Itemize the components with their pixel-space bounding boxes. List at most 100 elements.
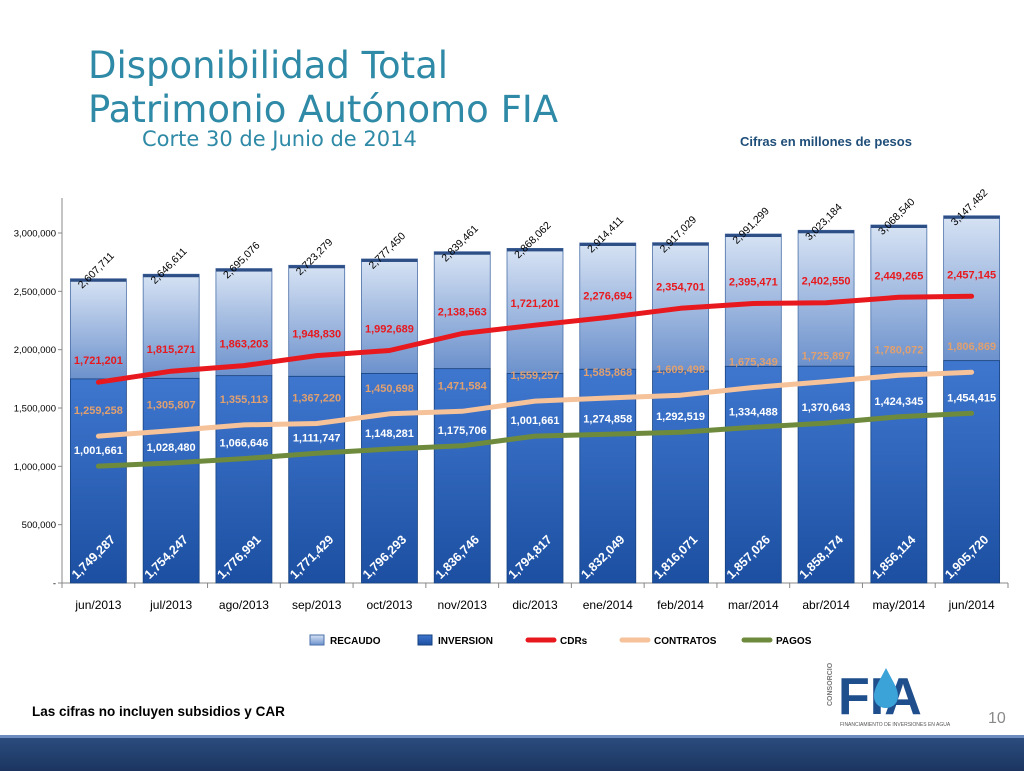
bar-recaudo bbox=[361, 258, 418, 374]
fia-logo: CONSORCIO FIA FINANCIAMIENTO DE INVERSIO… bbox=[827, 662, 951, 728]
pagos-label: 1,292,519 bbox=[656, 411, 705, 423]
cdrs-label: 1,863,203 bbox=[219, 339, 268, 351]
x-tick-label: ene/2014 bbox=[583, 598, 633, 612]
bar-top-edge bbox=[507, 248, 563, 252]
bar-inversion bbox=[797, 365, 855, 584]
contratos-label: 1,585,868 bbox=[583, 367, 632, 379]
contratos-label: 1,780,072 bbox=[874, 344, 923, 356]
contratos-label: 1,259,258 bbox=[74, 405, 123, 417]
y-tick-label: 1,500,000 bbox=[14, 404, 56, 415]
pagos-label: 1,424,345 bbox=[874, 396, 923, 408]
bar-inversion bbox=[288, 375, 346, 584]
cdrs-label: 1,992,689 bbox=[365, 324, 414, 336]
line-pagos bbox=[95, 410, 975, 469]
logo-vertical-text: CONSORCIO bbox=[827, 662, 834, 706]
x-tick-label: jul/2013 bbox=[149, 598, 192, 612]
x-tick-label: may/2014 bbox=[872, 598, 925, 612]
x-tick-label: jun/2013 bbox=[74, 598, 121, 612]
cdrs-label: 1,815,271 bbox=[147, 344, 196, 356]
bar-inversion bbox=[870, 366, 928, 584]
x-tick-label: nov/2013 bbox=[438, 598, 488, 612]
bar-recaudo bbox=[69, 278, 127, 380]
bar-inversion bbox=[506, 373, 564, 584]
contratos-label: 1,450,698 bbox=[365, 383, 414, 395]
x-tick-label: feb/2014 bbox=[657, 598, 704, 612]
legend-label-contratos: CONTRATOS bbox=[654, 636, 717, 647]
pagos-label: 1,001,661 bbox=[511, 415, 560, 427]
bar-inversion bbox=[215, 375, 273, 584]
y-tick-label: 2,500,000 bbox=[14, 287, 56, 298]
contratos-label: 1,305,807 bbox=[147, 400, 196, 412]
cdrs-label: 2,449,265 bbox=[874, 270, 923, 282]
bar-inversion bbox=[943, 360, 1001, 584]
bar-top-edge bbox=[215, 268, 272, 272]
bar-top-edge bbox=[943, 215, 1000, 219]
bar-recaudo bbox=[579, 242, 637, 370]
footnote: Las cifras no incluyen subsidios y CAR bbox=[32, 704, 285, 719]
cdrs-label: 1,948,830 bbox=[292, 329, 341, 341]
contratos-label: 1,609,498 bbox=[656, 364, 705, 376]
bar-top-edge bbox=[434, 251, 491, 255]
bar-recaudo bbox=[433, 251, 491, 370]
bar-inversion bbox=[433, 368, 491, 584]
bar-top-edge bbox=[143, 274, 200, 278]
legend-label-cdrs: CDRs bbox=[560, 636, 588, 647]
bar-inversion bbox=[361, 373, 418, 584]
x-tick-label: mar/2014 bbox=[728, 598, 779, 612]
x-tick-label: dic/2013 bbox=[512, 598, 558, 612]
bar-top-edge bbox=[70, 278, 127, 282]
x-tick-label: oct/2013 bbox=[366, 598, 412, 612]
bar-top-edge bbox=[288, 265, 345, 269]
bar-inversion bbox=[724, 365, 782, 584]
contratos-label: 1,725,897 bbox=[802, 351, 851, 363]
bar-recaudo bbox=[142, 273, 200, 379]
lines bbox=[95, 293, 975, 469]
y-tick-label: 3,000,000 bbox=[14, 229, 56, 240]
y-tick-label: 2,000,000 bbox=[14, 345, 56, 356]
title-line-1: Disponibilidad Total bbox=[88, 44, 449, 87]
cdrs-label: 2,354,701 bbox=[656, 281, 705, 293]
contratos-label: 1,355,113 bbox=[220, 394, 268, 406]
cdrs-label: 2,138,563 bbox=[438, 307, 487, 319]
pagos-label: 1,370,643 bbox=[802, 402, 851, 414]
bar-inversion bbox=[579, 368, 637, 584]
bar-top-edge bbox=[798, 230, 855, 234]
contratos-label: 1,806,869 bbox=[947, 341, 996, 353]
legend-swatch-recaudo bbox=[309, 634, 325, 646]
bar-top-edge bbox=[579, 242, 636, 246]
contratos-label: 1,367,220 bbox=[292, 392, 341, 404]
bar-top-edge bbox=[870, 225, 927, 229]
cdrs-label: 2,457,145 bbox=[947, 269, 996, 281]
legend: RECAUDO INVERSION CDRs CONTRATOS PAGOS bbox=[309, 634, 812, 647]
pagos-label: 1,066,646 bbox=[219, 438, 268, 450]
bottom-bar bbox=[0, 735, 1024, 771]
logo-tagline: FINANCIAMIENTO DE INVERSIONES EN AGUA bbox=[840, 722, 951, 728]
bar-recaudo bbox=[506, 247, 564, 375]
bar-recaudo bbox=[797, 229, 855, 367]
cdrs-label: 2,395,471 bbox=[729, 277, 778, 289]
cdrs-label: 2,276,694 bbox=[583, 290, 633, 302]
units-note: Cifras en millones de pesos bbox=[740, 134, 912, 149]
bar-top-edge bbox=[361, 258, 418, 262]
cdrs-label: 1,721,201 bbox=[511, 298, 560, 310]
bar-recaudo bbox=[943, 215, 1001, 362]
pagos-label: 1,334,488 bbox=[729, 406, 778, 418]
bar-recaudo bbox=[215, 268, 273, 377]
y-tick-label: - bbox=[53, 579, 56, 590]
pagos-label: 1,148,281 bbox=[365, 428, 414, 440]
page-number: 10 bbox=[988, 710, 1006, 727]
bar-top-edge bbox=[725, 234, 782, 238]
contratos-label: 1,675,349 bbox=[729, 357, 778, 369]
slide-subtitle: Corte 30 de Junio de 2014 bbox=[142, 127, 417, 151]
bar-top-edge bbox=[652, 242, 709, 246]
contratos-label: 1,471,584 bbox=[438, 380, 488, 392]
bar-inversion bbox=[652, 370, 709, 584]
line-cdrs bbox=[95, 293, 975, 385]
bar-inversion bbox=[142, 377, 200, 584]
pagos-label: 1,454,415 bbox=[947, 392, 996, 404]
x-tick-label: ago/2013 bbox=[219, 598, 269, 612]
x-tick-label: sep/2013 bbox=[292, 598, 342, 612]
y-tick-label: 500,000 bbox=[22, 520, 56, 531]
x-tick-label: jun/2014 bbox=[948, 598, 995, 612]
cdrs-label: 2,402,550 bbox=[802, 276, 851, 288]
